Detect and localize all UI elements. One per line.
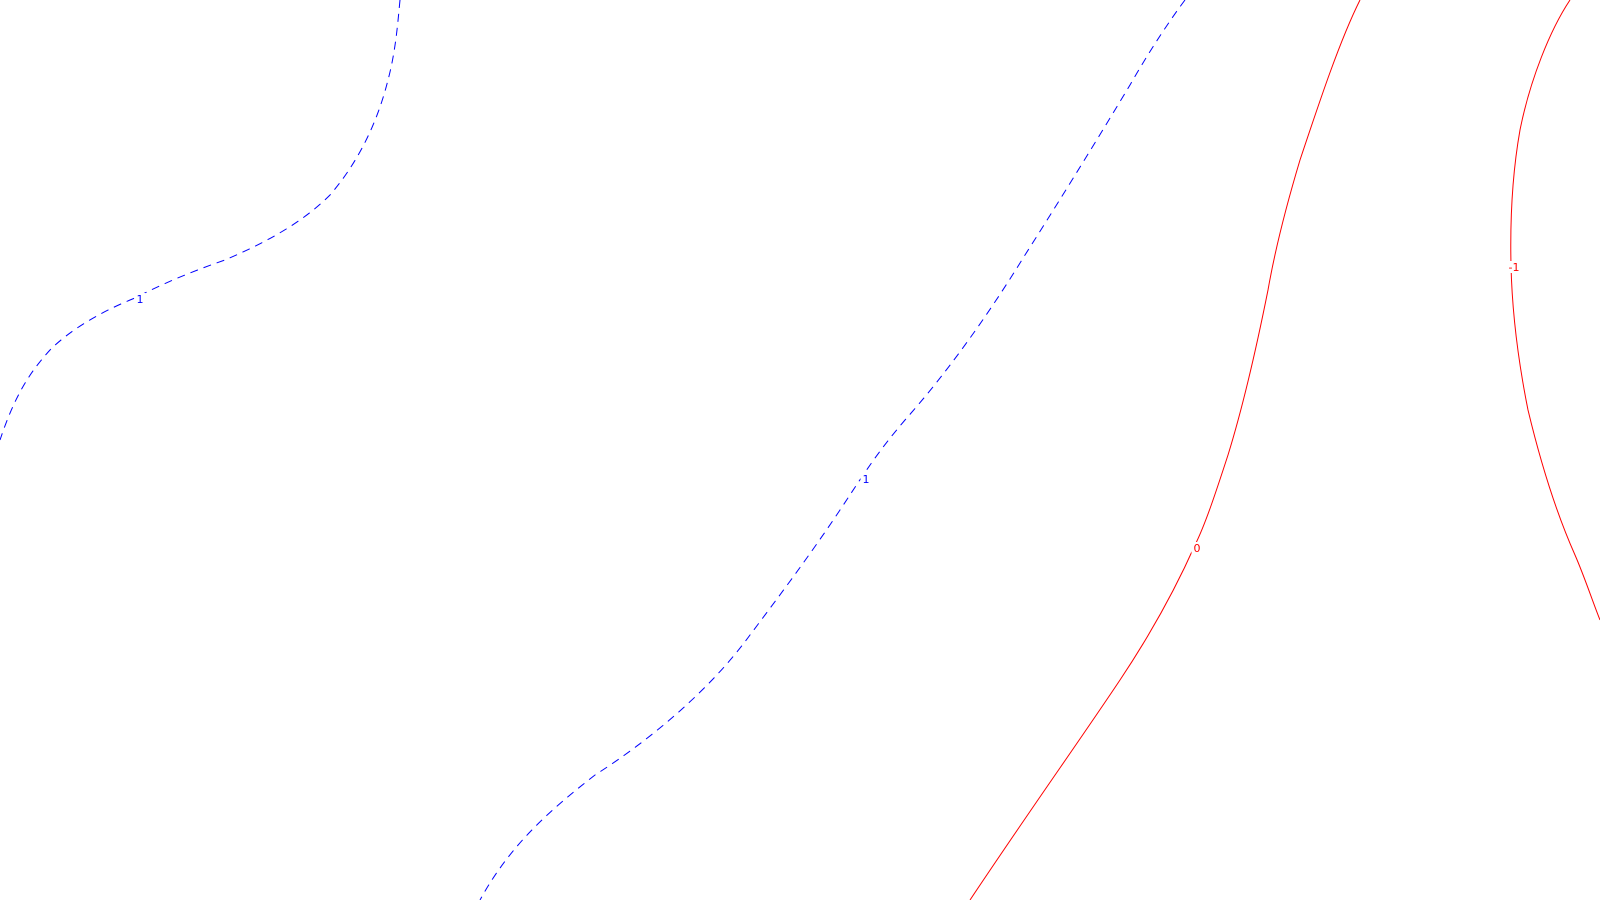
contour-label-background-4 <box>1505 261 1523 273</box>
contour-label-background-1 <box>134 293 146 305</box>
contour-label-background-3 <box>1191 542 1203 554</box>
contour-label-2: 1 <box>863 473 870 486</box>
contour-line-3 <box>969 0 1361 900</box>
contour-label-background-2 <box>860 473 872 485</box>
contour-label-1: 1 <box>137 293 144 306</box>
contour-label-4: -1 <box>1509 261 1520 274</box>
contour-labels: 1 1 0 -1 <box>134 261 1523 555</box>
contour-line-1 <box>0 0 401 441</box>
contour-label-3: 0 <box>1194 542 1201 555</box>
contour-line-2 <box>479 0 1186 900</box>
contour-line-4 <box>1510 0 1600 621</box>
